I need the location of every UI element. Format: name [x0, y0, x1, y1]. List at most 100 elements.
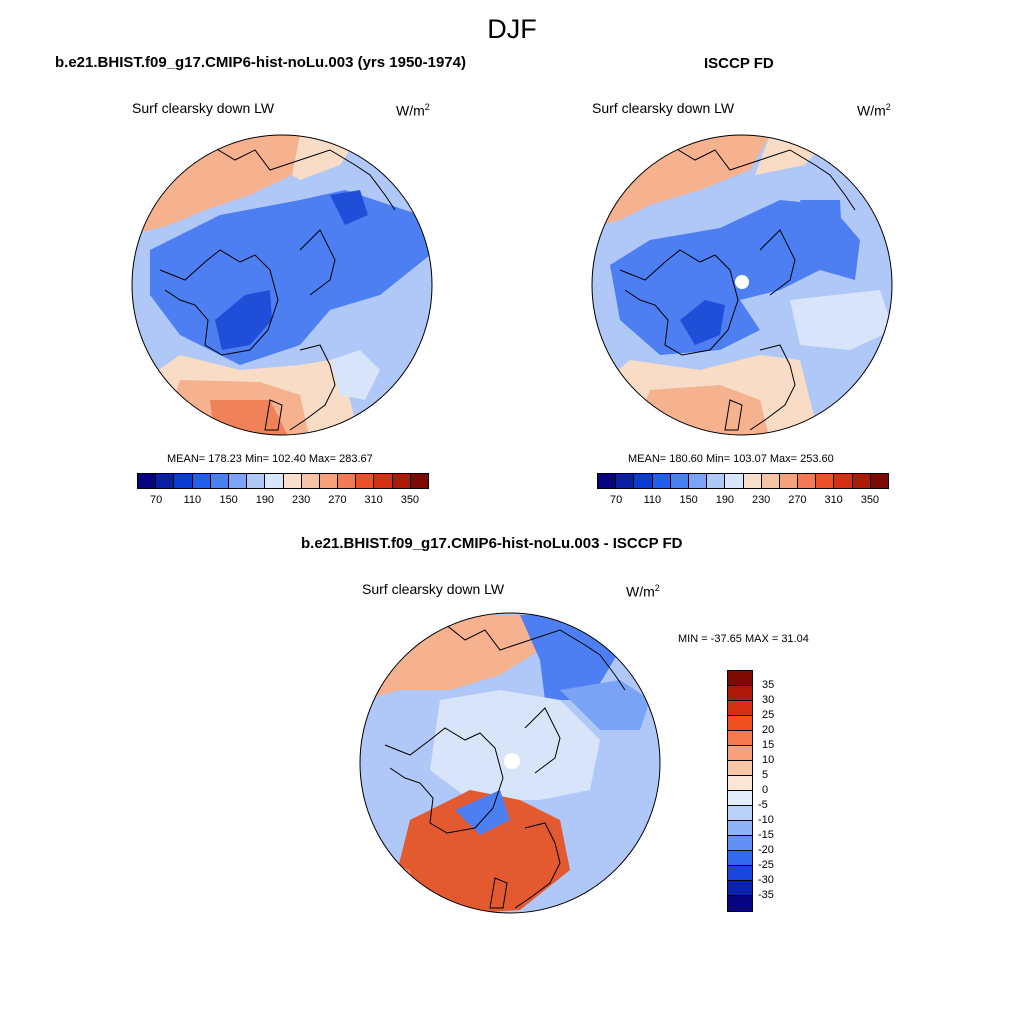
colorbar-swatch — [728, 896, 752, 911]
panel1-case-title: b.e21.BHIST.f09_g17.CMIP6-hist-noLu.003 … — [55, 54, 466, 71]
figure-title: DJF — [487, 14, 537, 44]
colorbar-tick-label: 350 — [400, 494, 420, 506]
colorbar-swatch — [374, 474, 393, 488]
colorbar-tick-label: -30 — [758, 874, 774, 886]
colorbar-swatch — [156, 474, 175, 488]
colorbar-swatch — [338, 474, 357, 488]
panel3-variable: Surf clearsky down LW — [362, 581, 505, 597]
colorbar-swatch — [761, 474, 780, 488]
colorbar-tick-label: 230 — [751, 494, 771, 506]
field-mid-blue-east — [560, 680, 650, 730]
colorbar-swatch — [870, 474, 888, 488]
colorbar-swatch — [707, 474, 726, 488]
colorbar-tick-label: 190 — [715, 494, 735, 506]
colorbar-swatch — [798, 474, 817, 488]
colorbar-swatch — [410, 474, 428, 488]
field-pale-arctic — [430, 690, 600, 800]
colorbar-swatch — [728, 806, 752, 821]
colorbar-tick-label: -35 — [758, 889, 774, 901]
colorbar-swatch — [265, 474, 284, 488]
colorbar-swatch — [728, 836, 752, 851]
colorbar-tick-label: -25 — [758, 859, 774, 871]
coastlines-b — [619, 144, 856, 431]
panel3-stats: MIN = -37.65 MAX = 31.04 — [678, 633, 809, 645]
panel1-units: W/m2 — [396, 102, 430, 119]
colorbar-swatch — [210, 474, 229, 488]
panel3-colorbar — [727, 670, 753, 912]
colorbar-tick-label: 150 — [219, 494, 238, 506]
colorbar-tick-label: 0 — [762, 784, 769, 796]
field-pale-europe — [790, 290, 892, 350]
panel1-colorbar-ticks: 70 110 150 190 230 270 310 350 — [137, 494, 427, 508]
field-blue-siberia — [800, 200, 842, 245]
colorbar-tick-label: 70 — [150, 494, 163, 506]
missing-data-pole — [504, 753, 520, 769]
coastlines-a — [159, 144, 396, 431]
map-difference-border — [359, 612, 661, 914]
colorbar-swatch — [634, 474, 653, 488]
panel2-colorbar — [597, 473, 889, 489]
colorbar-swatch — [728, 671, 752, 686]
field-pale-europe — [330, 350, 380, 400]
colorbar-swatch — [852, 474, 871, 488]
field-blue-baffin — [455, 790, 510, 835]
colorbar-tick-label: 110 — [183, 494, 202, 506]
colorbar-tick-label: -5 — [758, 799, 768, 811]
colorbar-tick-label: 30 — [762, 694, 775, 706]
colorbar-swatch — [728, 686, 752, 701]
colorbar-swatch — [670, 474, 689, 488]
colorbar-swatch — [283, 474, 302, 488]
field-deep-greenland — [680, 300, 725, 345]
colorbar-tick-label: -15 — [758, 829, 774, 841]
colorbar-swatch — [743, 474, 762, 488]
colorbar-tick-label: 70 — [610, 494, 623, 506]
colorbar-tick-label: 350 — [860, 494, 880, 506]
panel2-case-title: ISCCP FD — [704, 55, 774, 72]
map-isccp-border — [591, 134, 893, 436]
colorbar-swatch — [728, 701, 752, 716]
colorbar-tick-label: 270 — [328, 494, 347, 506]
colorbar-swatch — [652, 474, 671, 488]
colorbar-swatch — [728, 716, 752, 731]
colorbar-swatch — [688, 474, 708, 488]
colorbar-swatch — [728, 791, 752, 806]
panel1-stats: MEAN= 178.23 Min= 102.40 Max= 283.67 — [167, 453, 373, 465]
colorbar-tick-label: 190 — [255, 494, 275, 506]
colorbar-swatch — [598, 474, 617, 488]
panel3-units: W/m2 — [626, 583, 660, 600]
panel2-units: W/m2 — [857, 102, 891, 119]
colorbar-tick-label: -10 — [758, 814, 774, 826]
colorbar-swatch — [392, 474, 411, 488]
colorbar-swatch — [228, 474, 248, 488]
colorbar-swatch — [301, 474, 320, 488]
panel1-colorbar — [137, 473, 429, 489]
colorbar-swatch — [728, 866, 752, 881]
colorbar-swatch — [728, 821, 752, 836]
colorbar-tick-label: 110 — [643, 494, 662, 506]
colorbar-swatch — [138, 474, 157, 488]
colorbar-tick-label: 35 — [762, 679, 775, 691]
colorbar-swatch — [728, 881, 752, 896]
colorbar-swatch — [816, 474, 835, 488]
colorbar-tick-label: 10 — [762, 754, 775, 766]
field-deep-greenland — [215, 290, 272, 350]
colorbar-swatch — [725, 474, 744, 488]
colorbar-tick-label: 150 — [679, 494, 698, 506]
colorbar-tick-label: 5 — [762, 769, 769, 781]
colorbar-tick-label: 310 — [364, 494, 383, 506]
colorbar-swatch — [247, 474, 266, 488]
colorbar-tick-label: -20 — [758, 844, 774, 856]
field-deep-siberia — [330, 190, 368, 225]
panel2-variable: Surf clearsky down LW — [592, 100, 735, 116]
colorbar-tick-label: 310 — [824, 494, 843, 506]
colorbar-tick-label: 20 — [762, 724, 775, 736]
panel1-variable: Surf clearsky down LW — [132, 100, 275, 116]
panel3-case-title: b.e21.BHIST.f09_g17.CMIP6-hist-noLu.003 … — [301, 535, 683, 552]
colorbar-swatch — [174, 474, 193, 488]
panel2-colorbar-ticks: 70 110 150 190 230 270 310 350 — [597, 494, 887, 508]
colorbar-swatch — [728, 851, 752, 866]
colorbar-swatch — [834, 474, 853, 488]
colorbar-swatch — [616, 474, 635, 488]
colorbar-swatch — [728, 746, 752, 761]
